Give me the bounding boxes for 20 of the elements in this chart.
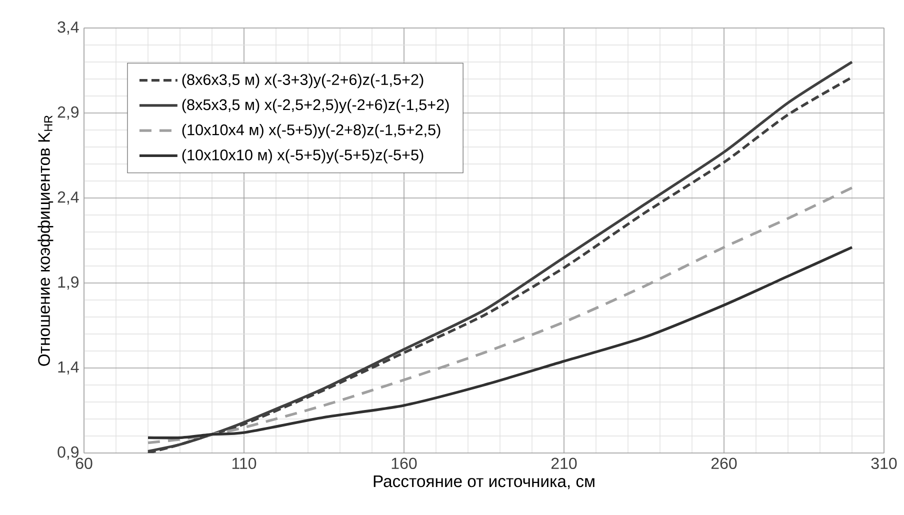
x-tick-label: 110 (232, 458, 256, 470)
x-tick-label: 260 (711, 458, 737, 470)
x-tick-label: 60 (76, 458, 92, 470)
legend-label: (8x6x3,5 м) x(-3+3)y(-2+6)z(-1,5+2) (182, 74, 424, 88)
x-tick-label: 210 (551, 458, 577, 470)
line-series (146, 246, 854, 440)
y-tick-label: 2,9 (58, 106, 79, 120)
x-tick-label: 310 (871, 458, 897, 470)
y-tick-label: 1,4 (58, 361, 79, 375)
legend-label: (8x5x3,5 м) x(-2,5+2,5)y(-2+6)z(-1,5+2) (182, 98, 449, 114)
y-tick-label: 1,9 (58, 276, 79, 290)
y-axis-title: Отношение коэффициентов K$_{HR}$ (38, 116, 54, 366)
x-axis-title: Расстояние от источника, см (374, 476, 594, 490)
y-tick-label: 0,9 (58, 446, 79, 460)
line-series (146, 186, 854, 444)
legend-label: (10x10x10 м) x(-5+5)y(-5+5)z(-5+5) (182, 149, 424, 164)
y-tick-label: 3,4 (58, 21, 79, 35)
y-tick-label: 2,4 (58, 191, 79, 205)
x-tick-label: 160 (392, 458, 417, 470)
legend-label: (10x10x4 м) x(-5+5)y(-2+8)z(-1,5+2,5) (182, 124, 440, 138)
